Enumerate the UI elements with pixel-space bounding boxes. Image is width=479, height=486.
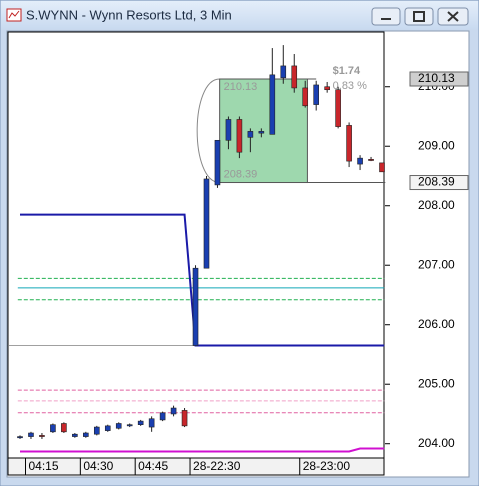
plot-area: [7, 31, 385, 459]
price-marker-label: 208.39: [418, 175, 455, 189]
candle-body: [280, 65, 287, 79]
price-marker: [409, 71, 469, 87]
maximize-button[interactable]: [404, 7, 434, 26]
candle-body: [17, 436, 23, 439]
y-tick-label: 206.00: [418, 317, 455, 331]
candle-body: [357, 157, 363, 165]
measure-percent: 0.83 %: [333, 80, 367, 92]
window-buttons: [371, 7, 469, 26]
window-title: S.WYNN - Wynn Resorts Ltd, 3 Min: [26, 7, 232, 22]
candle-body: [192, 267, 199, 346]
measure-curve: [196, 78, 220, 184]
candle-body: [291, 65, 298, 89]
measure-change: $1.74: [333, 65, 361, 77]
app-icon-glyph: [8, 10, 20, 19]
y-tick-label: 207.00: [418, 257, 455, 271]
candle-body: [28, 432, 34, 437]
indicator-line: [20, 447, 385, 453]
x-tick-label: 28-23:00: [303, 459, 351, 473]
candle-body: [181, 410, 188, 427]
candle-body: [61, 423, 67, 433]
y-tick-label: 209.00: [418, 138, 455, 152]
candle-body: [258, 131, 265, 134]
candle-body: [225, 119, 232, 141]
x-tick-label: 04:45: [138, 459, 168, 473]
maximize-glyph: [413, 11, 425, 22]
candle-body: [368, 159, 374, 161]
candle-body: [324, 86, 330, 91]
y-tick-label: 205.00: [418, 376, 455, 390]
candle-body: [159, 412, 166, 421]
measure-high-label: 210.13: [224, 81, 258, 93]
close-glyph: [447, 11, 459, 22]
chart: 204.00 205.00 206.00 207.00 208.00 209.00 210.…: [9, 45, 469, 475]
x-axis: [7, 457, 385, 476]
x-tick-label: 28-22:30: [193, 459, 241, 473]
candle-body: [148, 418, 155, 428]
candle-body: [346, 125, 352, 162]
candle-body: [313, 84, 319, 105]
measure-low-label: 208.39: [224, 168, 258, 180]
candle-body: [137, 420, 144, 425]
y-tick-label: 208.00: [418, 198, 455, 212]
candle-body: [93, 426, 100, 435]
candle-body: [203, 178, 210, 269]
candle-body: [247, 131, 254, 138]
y-tick-label: 204.00: [418, 436, 455, 450]
candle-body: [39, 435, 45, 437]
candle-body: [214, 139, 221, 186]
minimize-button[interactable]: [371, 7, 401, 26]
price-marker: [409, 175, 469, 191]
candle-body: [379, 162, 385, 173]
candle-body: [126, 424, 133, 427]
measure-box: [219, 78, 308, 184]
x-tick-label: 04:15: [28, 459, 58, 473]
candle-body: [269, 74, 276, 135]
candle-body: [83, 432, 89, 437]
candle-body: [335, 89, 341, 127]
x-tick-label: 04:30: [83, 459, 113, 473]
candle-body: [104, 425, 111, 431]
candle-body: [50, 424, 56, 433]
candle-body: [236, 119, 243, 153]
candle-body: [115, 423, 122, 429]
candle-body: [302, 87, 309, 107]
candle-body: [72, 433, 78, 437]
indicator-line: [20, 213, 385, 347]
price-marker-label: 210.13: [418, 71, 455, 85]
candle-body: [170, 407, 177, 415]
